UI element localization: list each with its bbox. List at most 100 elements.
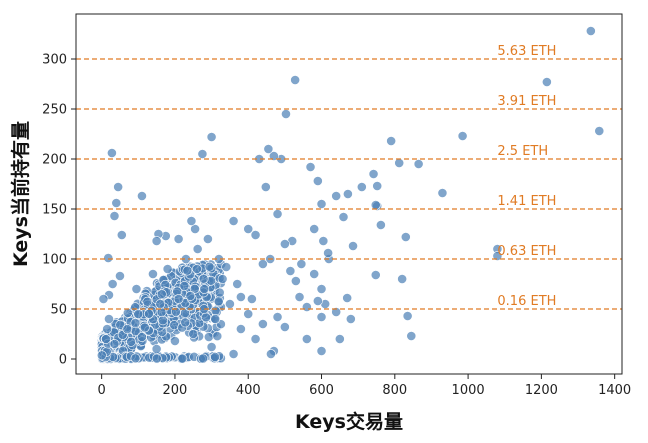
scatter-point [116,230,127,240]
scatter-point [225,299,235,309]
scatter-point [338,212,349,222]
scatter-point [186,216,197,226]
x-tick-label: 400 [236,383,261,398]
scatter-point [198,353,208,364]
y-tick-label: 300 [42,53,67,68]
reference-line-label: 1.41 ETH [497,194,556,209]
scatter-point [232,279,243,289]
data-points [96,26,605,364]
scatter-point [235,324,246,334]
scatter-point [96,350,107,361]
scatter-point [133,309,144,319]
x-tick-label: 1200 [525,383,558,398]
scatter-point [142,296,153,307]
scatter-point [290,276,301,286]
x-tick-label: 200 [163,383,188,398]
scatter-point [130,318,141,328]
scatter-point [115,271,125,281]
scatter-point [203,234,213,244]
scatter-point [301,302,312,312]
scatter-point [375,220,386,230]
scatter-point [316,199,327,209]
scatter-point [331,191,342,201]
scatter-point [492,251,503,261]
scatter-point [180,317,191,328]
scatter-point [107,279,118,289]
scatter-point [192,244,203,254]
scatter-point [206,132,217,142]
scatter-point [158,315,168,326]
scatter-point [156,289,167,300]
scatter-point [104,314,114,324]
scatter-point [246,294,257,304]
scatter-point [397,274,408,284]
scatter-point [316,284,327,294]
reference-line-label: 5.63 ETH [497,44,556,59]
scatter-point [312,296,323,306]
scatter-point [290,75,301,85]
x-tick-label: 600 [309,383,334,398]
scatter-point [203,332,214,342]
scatter-point [122,307,133,318]
scatter-point [437,188,448,198]
scatter-point [345,314,356,324]
scatter-point [243,309,254,319]
scatter-point [122,324,133,334]
scatter-point [197,149,208,159]
scatter-point [192,264,202,274]
scatter-point [199,284,210,294]
scatter-point [266,349,276,359]
y-tick-label: 250 [42,103,67,118]
scatter-point [235,292,246,302]
scatter-point [210,352,220,362]
scatter-point [281,109,291,119]
scatter-point [331,307,342,317]
scatter-point [137,191,147,201]
scatter-point [343,189,353,199]
scatter-point [173,234,184,244]
scatter-point [148,269,158,279]
axes: 0 200 400 600 800 1000 1200 1400 0 50 100 150 200 250… [42,53,631,399]
scatter-point [151,236,162,246]
scatter-point [188,329,199,339]
x-tick-label: 800 [382,383,407,398]
scatter-point [243,224,254,234]
scatter-point [204,261,215,272]
scatter-point [177,353,188,364]
scatter-point [189,283,200,294]
y-tick-label: 0 [59,353,67,368]
scatter-point [210,314,221,324]
scatter-point [137,332,147,342]
reference-line-label: 3.91 ETH [497,94,556,109]
scatter-point [210,305,221,316]
scatter-point [372,181,383,191]
scatter-point [457,131,468,141]
x-tick-label: 0 [98,383,106,398]
scatter-point [190,224,200,234]
y-tick-label: 50 [50,303,67,318]
x-axis-title: Keys交易量 [295,410,403,433]
scatter-point [268,151,279,161]
scatter-point [228,349,239,359]
scatter-point [272,209,283,219]
scatter-point [316,346,327,356]
scatter-point [301,334,312,344]
scatter-point [257,259,268,269]
scatter-point [356,182,367,192]
scatter-point [221,262,232,272]
scatter-point [206,342,217,352]
scatter-point [173,294,184,304]
scatter-point [179,281,190,291]
reference-line-label: 0.63 ETH [497,244,556,259]
scatter-point [217,274,228,284]
scatter-point [263,144,274,154]
y-axis-title: Keys当前持有量 [9,121,32,267]
reference-line-label: 0.16 ETH [497,294,556,309]
y-tick-label: 100 [42,253,67,268]
scatter-point [214,287,225,298]
scatter-point [139,322,150,333]
scatter-point [182,265,193,276]
scatter-point [296,259,307,269]
scatter-point [103,253,114,263]
scatter-point [151,353,162,364]
